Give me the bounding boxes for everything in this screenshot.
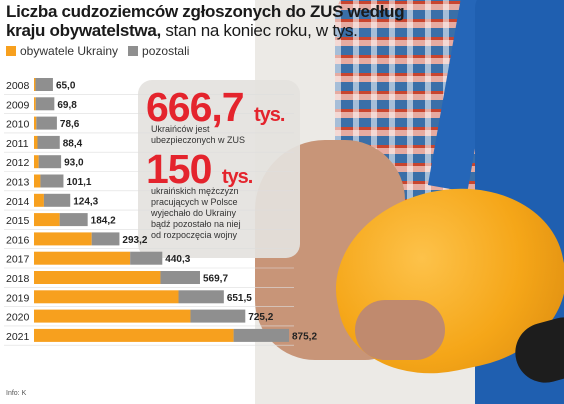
- highlight-value-returned: 150 tys.: [146, 146, 253, 193]
- bar-ukraine: [34, 232, 92, 246]
- hand: [355, 300, 445, 360]
- year-label: 2014: [6, 196, 30, 208]
- bar-others: [38, 155, 62, 169]
- chart-title: Liczba cudzoziemców zgłoszonych do ZUS w…: [6, 2, 426, 40]
- year-label: 2017: [6, 254, 30, 266]
- highlight-value-returned-unit: tys.: [221, 166, 253, 188]
- highlight-panel: [138, 80, 300, 258]
- caption-line: Ukraińców jest: [151, 124, 210, 134]
- highlight-value-insured: 666,7 tys.: [146, 84, 286, 131]
- bar-others: [160, 271, 200, 284]
- chart-title-rest: stan na koniec roku, w tys.: [160, 21, 358, 40]
- year-label: 2010: [6, 119, 30, 131]
- year-label: 2015: [6, 215, 30, 227]
- bar-ukraine: [34, 155, 39, 169]
- legend-swatch-others: [128, 46, 139, 56]
- total-label: 65,0: [56, 81, 76, 92]
- highlight-value-insured-number: 666,7: [146, 84, 245, 130]
- total-label: 651,5: [227, 293, 252, 304]
- bar-ukraine: [34, 328, 234, 342]
- caption-line: ubezpieczonych w ZUS: [151, 135, 246, 145]
- source-note: Info: K: [6, 390, 27, 397]
- bar-ukraine: [34, 193, 44, 207]
- bar-others: [59, 213, 88, 227]
- bar-others: [91, 232, 120, 246]
- bar-others: [37, 135, 60, 149]
- total-label: 440,3: [165, 254, 190, 265]
- bar-others: [43, 193, 71, 207]
- total-label: 78,6: [60, 119, 80, 130]
- year-label: 2008: [6, 80, 30, 92]
- legend: obywatele Ukrainy pozostali: [6, 44, 189, 58]
- highlight-value-insured-unit: tys.: [254, 104, 285, 126]
- highlight-caption-insured: Ukraińców jest ubezpieczonych w ZUS: [151, 124, 245, 146]
- bar-ukraine: [34, 174, 41, 188]
- bar-ukraine: [34, 78, 36, 91]
- year-label: 2009: [6, 99, 30, 111]
- caption-line: ukraińskich mężczyzn: [151, 186, 239, 196]
- bar-ukraine: [34, 116, 37, 130]
- chart-title-bold: Liczba cudzoziemców zgłoszonych do ZUS w…: [6, 2, 405, 40]
- bar-others: [35, 78, 53, 91]
- bar-ukraine: [34, 213, 60, 227]
- bar-ukraine: [34, 135, 38, 149]
- year-label: 2011: [6, 138, 29, 150]
- highlight-value-returned-number: 150: [146, 146, 212, 192]
- total-label: 88,4: [63, 138, 83, 149]
- year-label: 2019: [6, 292, 30, 304]
- total-label: 569,7: [203, 274, 228, 285]
- highlight-caption-returned: ukraińskich mężczyzn pracujących w Polsc…: [151, 186, 241, 241]
- legend-label-ukraine: obywatele Ukrainy: [20, 44, 119, 58]
- legend-label-others: pozostali: [142, 44, 190, 58]
- worker-photo: [255, 0, 564, 404]
- caption-line: od rozpoczęcia wojny: [151, 230, 238, 240]
- bar-others: [40, 174, 64, 188]
- caption-line: bądź pozostało na niej: [151, 219, 241, 229]
- bar-ukraine: [34, 97, 36, 111]
- bar-others: [178, 290, 224, 304]
- year-label: 2013: [6, 177, 30, 189]
- year-label: 2020: [6, 312, 30, 324]
- total-label: 124,3: [73, 196, 98, 207]
- total-label: 725,2: [248, 312, 273, 323]
- total-label: 293,2: [122, 235, 147, 246]
- bar-others: [233, 328, 289, 342]
- year-label: 2018: [6, 273, 30, 285]
- total-label: 93,0: [64, 158, 84, 169]
- bar-others: [36, 116, 57, 130]
- caption-line: wyjechało do Ukrainy: [151, 208, 237, 218]
- bar-ukraine: [34, 251, 131, 265]
- total-label: 101,1: [66, 177, 91, 188]
- bar-others: [130, 251, 163, 265]
- year-label: 2021: [6, 331, 30, 343]
- year-label: 2016: [6, 234, 30, 246]
- bar-others: [35, 97, 55, 111]
- total-label: 875,2: [292, 331, 317, 342]
- bar-others: [190, 309, 246, 323]
- legend-swatch-ukraine: [6, 46, 16, 56]
- caption-line: pracujących w Polsce: [151, 197, 238, 207]
- total-label: 69,8: [57, 100, 77, 111]
- bar-ukraine: [34, 309, 191, 323]
- total-label: 184,2: [91, 216, 116, 227]
- bar-ukraine: [34, 290, 179, 304]
- year-label: 2012: [6, 157, 30, 169]
- bar-ukraine: [34, 271, 161, 284]
